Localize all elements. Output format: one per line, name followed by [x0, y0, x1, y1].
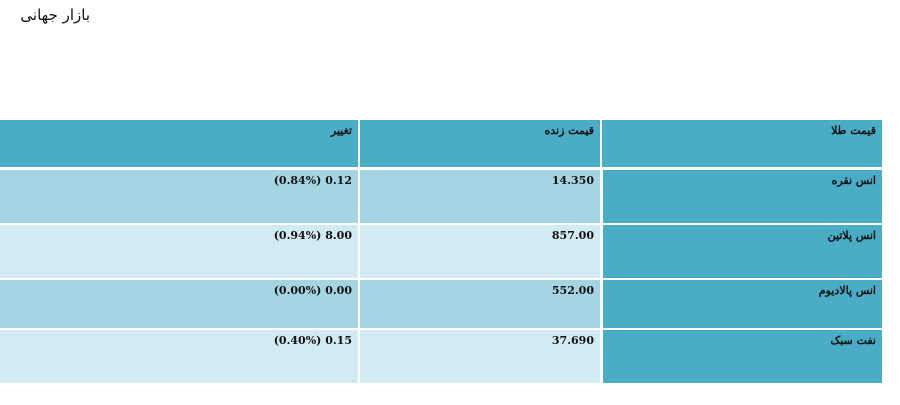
- table-row: انس پلاتین 857.00 (0.94%) 8.00: [0, 225, 882, 280]
- row-price: 14.350: [358, 170, 600, 225]
- row-name: انس نقره: [600, 170, 882, 225]
- change-value: (0.84%) 0.12: [273, 174, 352, 187]
- row-price: 857.00: [358, 225, 600, 280]
- header-gold-price: قیمت طلا: [600, 120, 882, 170]
- header-live-price: قیمت زنده: [358, 120, 600, 170]
- price-value: 552.00: [551, 284, 594, 297]
- price-value: 14.350: [551, 174, 594, 187]
- row-change: (0.84%) 0.12: [0, 170, 358, 225]
- page-title: بازار جهانی: [20, 6, 90, 24]
- row-price: 37.690: [358, 330, 600, 385]
- row-price: 552.00: [358, 280, 600, 330]
- row-name: نفت سبک: [600, 330, 882, 385]
- change-value: (0.40%) 0.15: [273, 334, 352, 347]
- market-table: قیمت طلا قیمت زنده تغییر انس نقره 14.350…: [0, 120, 882, 385]
- table-header-row: قیمت طلا قیمت زنده تغییر: [0, 120, 882, 170]
- change-value: (0.94%) 8.00: [273, 229, 352, 242]
- row-change: (0.00%) 0.00: [0, 280, 358, 330]
- row-change: (0.94%) 8.00: [0, 225, 358, 280]
- row-name: انس پالادیوم: [600, 280, 882, 330]
- row-name: انس پلاتین: [600, 225, 882, 280]
- header-change: تغییر: [0, 120, 358, 170]
- row-change: (0.40%) 0.15: [0, 330, 358, 385]
- change-value: (0.00%) 0.00: [273, 284, 352, 297]
- table-row: نفت سبک 37.690 (0.40%) 0.15: [0, 330, 882, 385]
- price-value: 37.690: [551, 334, 594, 347]
- price-value: 857.00: [551, 229, 594, 242]
- table-row: انس نقره 14.350 (0.84%) 0.12: [0, 170, 882, 225]
- table-row: انس پالادیوم 552.00 (0.00%) 0.00: [0, 280, 882, 330]
